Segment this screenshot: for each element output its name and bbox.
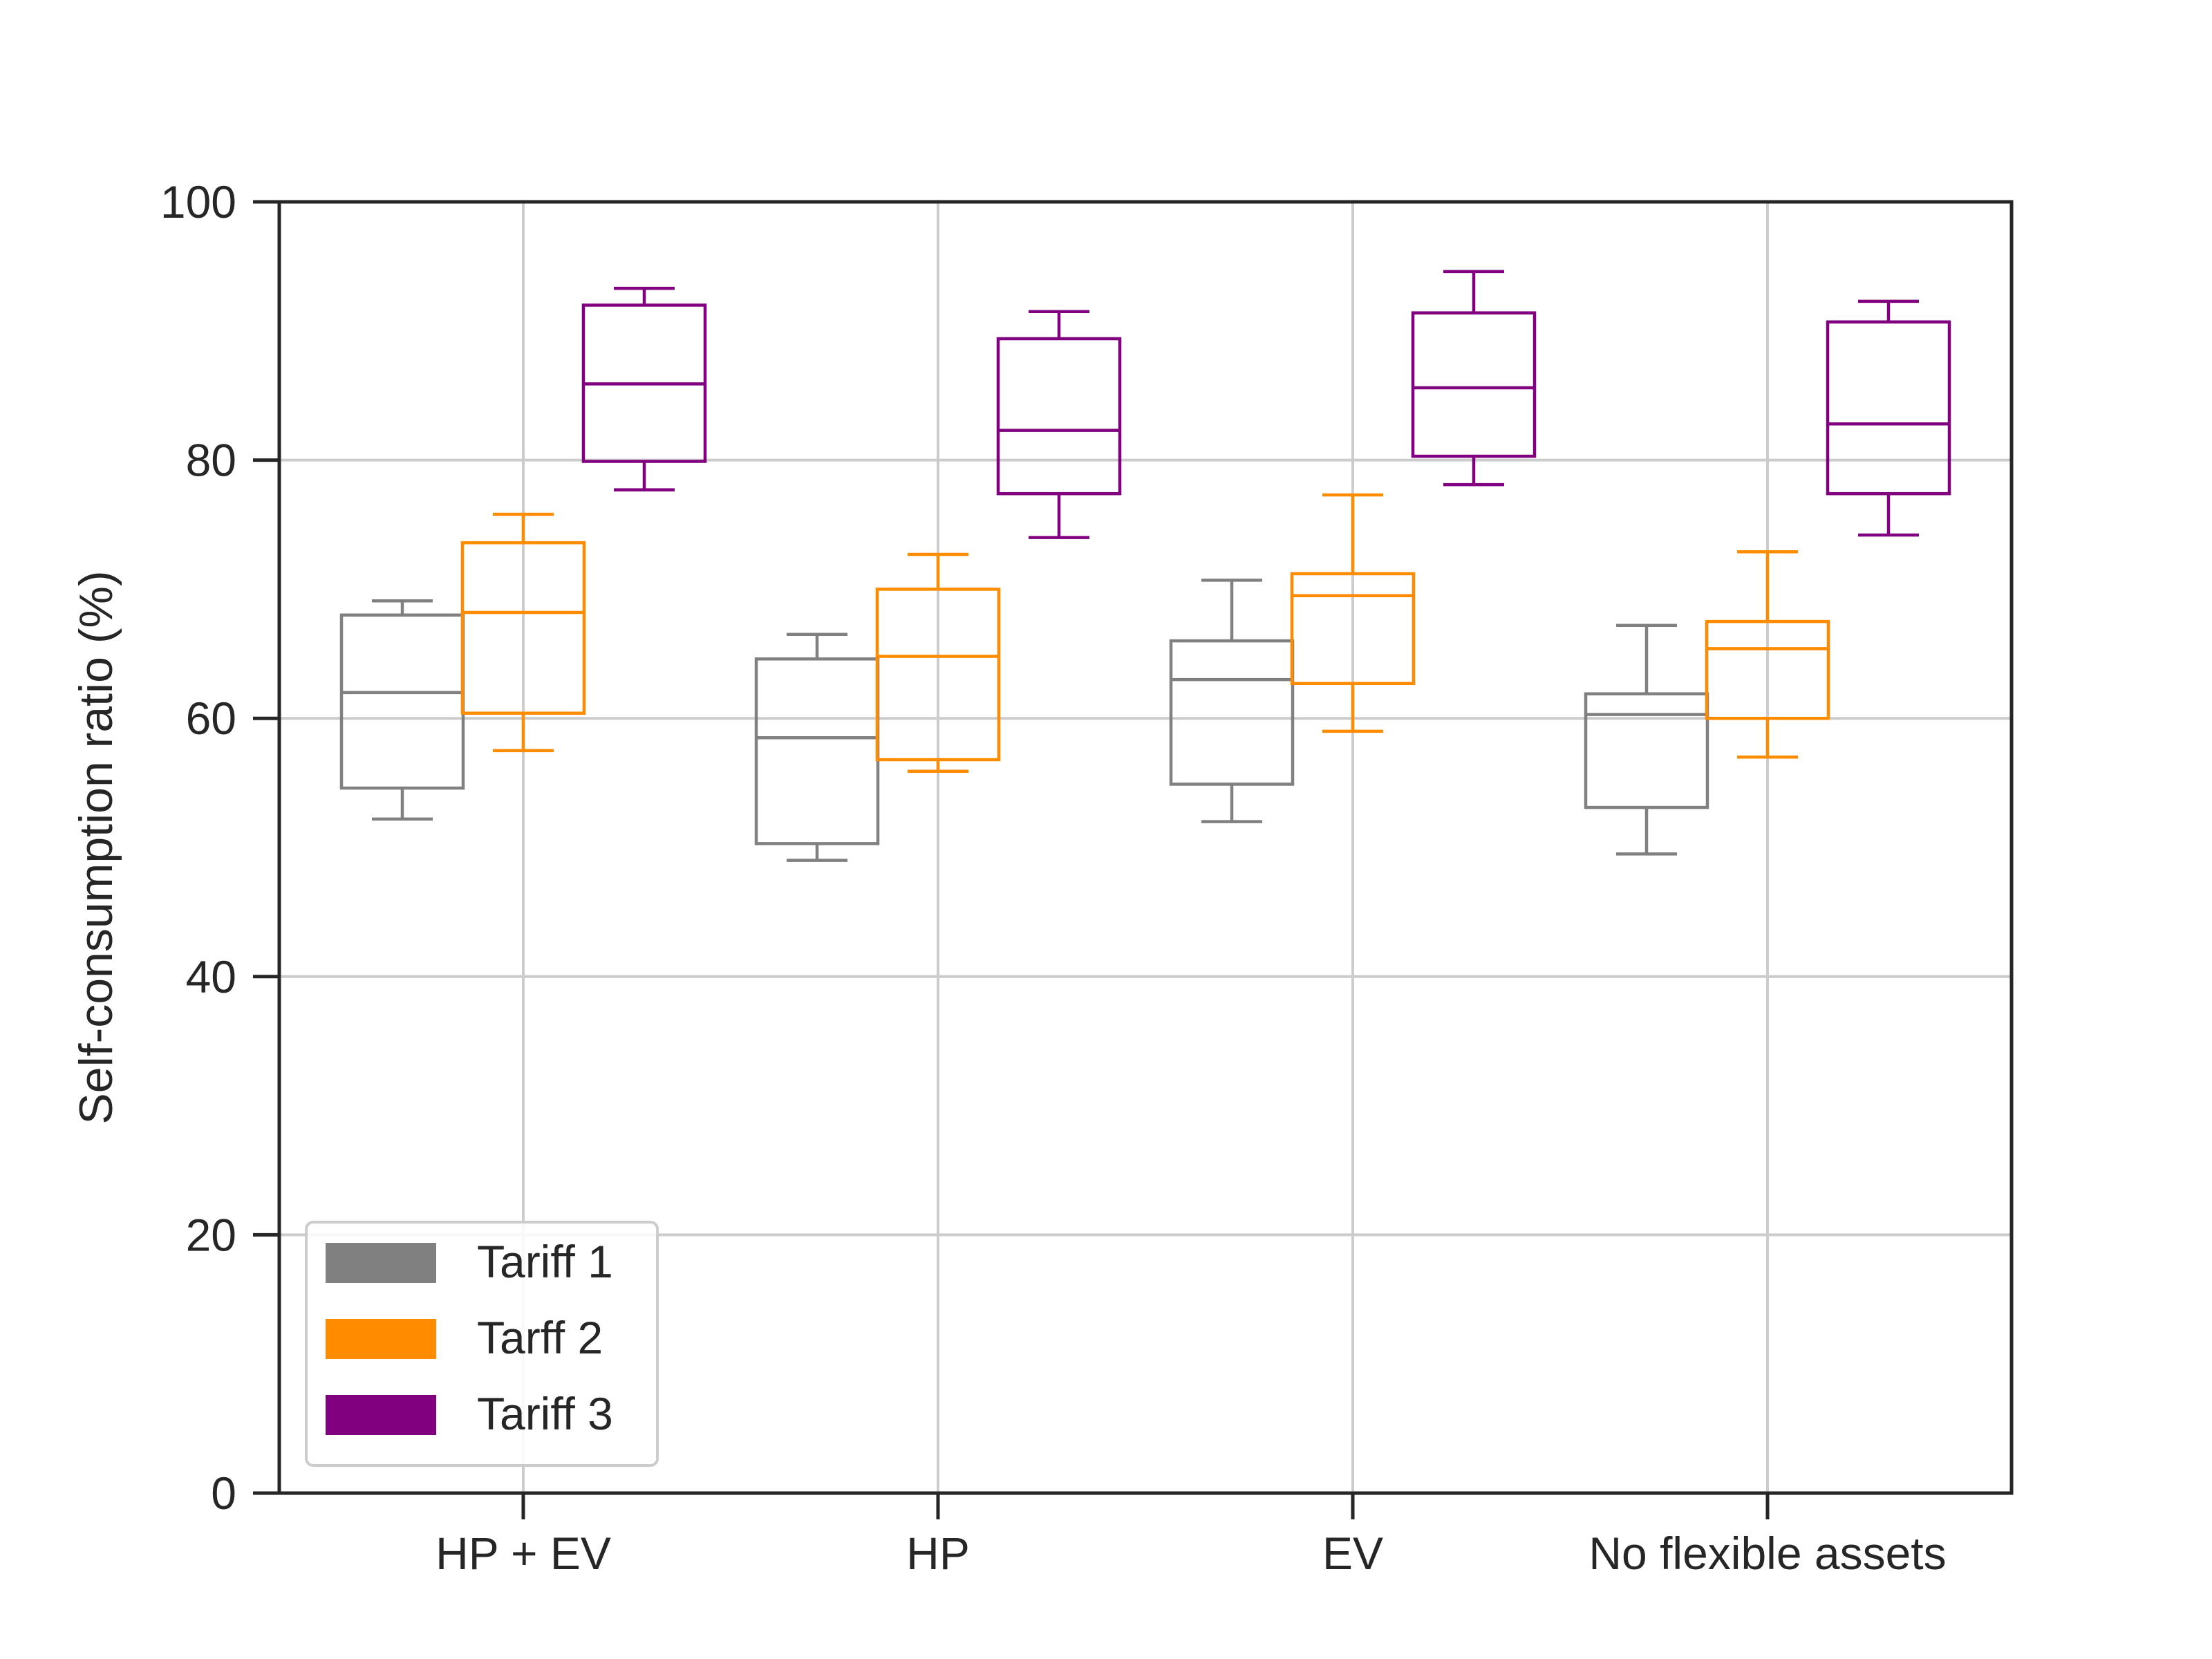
legend-swatch xyxy=(326,1395,436,1435)
legend-swatch xyxy=(326,1243,436,1283)
legend-label: Tarff 2 xyxy=(477,1312,603,1363)
x-tick-label: EV xyxy=(1322,1528,1383,1579)
iqr-box xyxy=(460,541,586,715)
x-tick-label: HP + EV xyxy=(435,1528,611,1579)
box-tariff-3 xyxy=(996,310,1122,539)
y-tick-label: 100 xyxy=(160,176,236,227)
box-tariff-1 xyxy=(1169,579,1295,823)
box-tariff-1 xyxy=(754,632,880,862)
iqr-box xyxy=(1411,311,1537,458)
legend-label: Tariff 1 xyxy=(477,1236,613,1287)
legend-label: Tariff 3 xyxy=(477,1388,613,1439)
box-tariff-1 xyxy=(1584,624,1709,856)
iqr-box xyxy=(996,337,1122,496)
box-series xyxy=(339,270,1951,862)
y-tick-label: 40 xyxy=(186,951,236,1002)
grid-lines xyxy=(279,202,2012,1493)
box-tarff-2 xyxy=(1705,550,1830,759)
y-axis-label: Self-consumption ratio (%) xyxy=(70,570,122,1124)
y-tick-label: 60 xyxy=(186,693,236,744)
box-tariff-1 xyxy=(339,599,465,821)
plot-frame xyxy=(277,200,2014,1495)
y-tick-label: 80 xyxy=(186,435,236,486)
box-tariff-3 xyxy=(1411,270,1537,487)
iqr-box xyxy=(1705,619,1830,720)
box-tarff-2 xyxy=(460,512,586,753)
axis-ticks: 0 20 40 60 80 100 HP + EV HP EV No flexible asset… xyxy=(160,176,1947,1579)
iqr-box xyxy=(339,613,465,790)
legend-swatch xyxy=(326,1319,436,1359)
iqr-box xyxy=(1290,572,1416,686)
y-tick-label: 0 xyxy=(211,1468,236,1519)
iqr-box xyxy=(1826,320,1951,496)
box-tariff-3 xyxy=(581,286,707,491)
x-tick-label: HP xyxy=(906,1528,970,1579)
iqr-box xyxy=(1584,692,1709,809)
box-tariff-3 xyxy=(1826,299,1951,537)
box-tarff-2 xyxy=(1290,493,1416,733)
iqr-box xyxy=(875,588,1001,762)
box-tarff-2 xyxy=(875,552,1001,774)
x-tick-label: No flexible assets xyxy=(1588,1528,1946,1579)
legend: Tariff 1 Tarff 2 Tariff 3 xyxy=(305,1221,659,1467)
iqr-box xyxy=(1169,639,1295,786)
iqr-box xyxy=(754,657,880,845)
y-tick-label: 20 xyxy=(186,1209,236,1260)
